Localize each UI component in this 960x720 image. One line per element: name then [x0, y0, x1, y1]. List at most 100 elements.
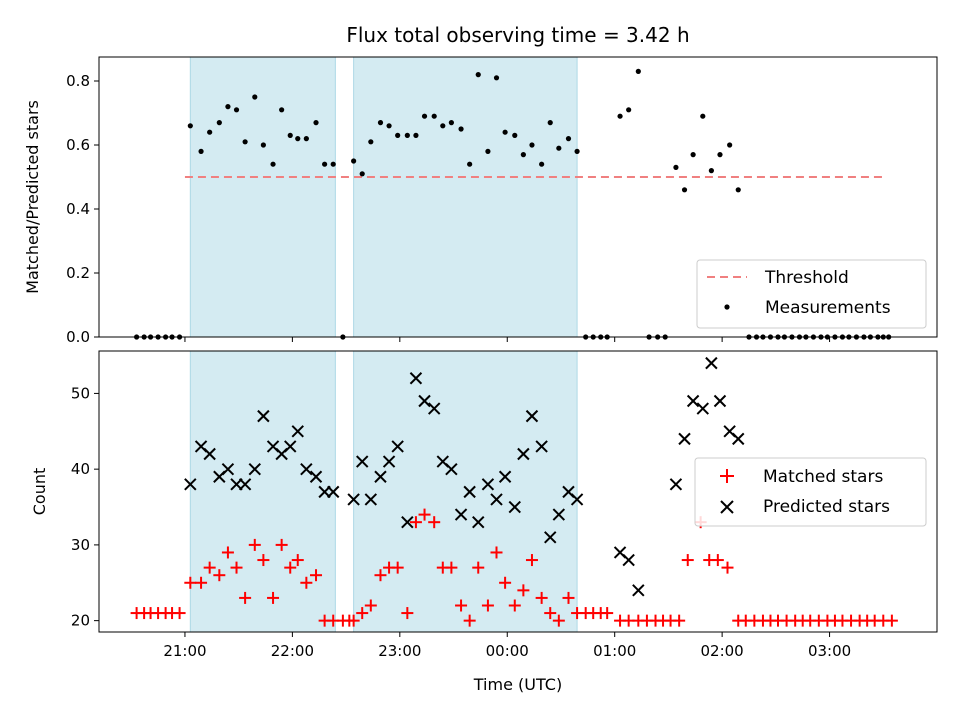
measurement-point	[617, 113, 623, 119]
top-y-tick-label: 0.6	[66, 136, 90, 154]
bottom-y-axis-label: Count	[30, 468, 49, 516]
measurement-point	[556, 145, 562, 151]
predicted-star-point	[445, 462, 458, 476]
matched-star-point	[472, 561, 485, 574]
predicted-stars-points	[184, 356, 745, 597]
predicted-star-point	[463, 485, 476, 499]
matched-star-point	[173, 607, 186, 620]
measurement-point	[512, 132, 518, 138]
predicted-star-point	[454, 508, 468, 521]
measurement-point	[485, 148, 491, 154]
predicted-star-point	[238, 478, 252, 491]
legend-threshold-label: Threshold	[764, 268, 849, 288]
matched-star-point	[499, 576, 512, 589]
predicted-star-point	[490, 493, 503, 506]
top-y-axis-label: Matched/Predicted stars	[23, 100, 42, 294]
bottom-x-ticks: 21:00 22:00 23:00 00:00 01:00 02:00 03:00	[163, 632, 851, 660]
x-axis-label: Time (UTC)	[473, 675, 562, 694]
predicted-star-point	[291, 425, 304, 438]
predicted-star-point	[535, 440, 548, 453]
predicted-star-point	[300, 462, 313, 476]
predicted-star-point	[401, 515, 414, 529]
matched-star-point	[364, 599, 377, 612]
matched-star-point	[418, 508, 431, 521]
predicted-star-point	[732, 432, 745, 446]
measurement-point	[216, 120, 222, 126]
predicted-star-point	[257, 409, 270, 423]
measurement-point	[493, 75, 500, 81]
measurement-point	[502, 129, 508, 135]
predicted-star-point	[508, 500, 521, 514]
predicted-star-point	[481, 478, 495, 491]
predicted-star-point	[622, 553, 635, 567]
matched-star-point	[275, 538, 288, 551]
predicted-star-point	[427, 402, 441, 415]
matched-star-point	[508, 599, 521, 612]
bottom-y-tick-label: 50	[71, 384, 90, 402]
measurement-point	[735, 187, 741, 193]
predicted-star-point	[409, 372, 423, 385]
matched-star-point	[267, 591, 280, 604]
measurement-point	[242, 139, 248, 145]
predicted-star-point	[356, 455, 369, 468]
predicted-star-point	[221, 462, 235, 476]
measurement-point	[574, 148, 580, 154]
matched-star-point	[409, 516, 422, 529]
measurement-point	[313, 120, 319, 126]
matched-star-point	[184, 576, 197, 589]
measurement-point	[330, 161, 336, 167]
matched-star-point	[552, 614, 565, 627]
bottom-legend: Matched stars Predicted stars	[694, 457, 927, 527]
predicted-star-point	[364, 493, 378, 506]
matched-star-point	[885, 614, 898, 627]
measurement-point	[377, 120, 384, 126]
predicted-star-point	[544, 531, 557, 544]
predicted-star-point	[696, 402, 709, 415]
measurement-point	[673, 164, 679, 170]
matched-star-point	[374, 569, 387, 582]
top-y-ticks: 0.0 0.2 0.4 0.6 0.8	[66, 72, 99, 346]
matched-star-point	[463, 614, 476, 627]
top-legend-box	[696, 259, 927, 329]
chart-title: Flux total observing time = 3.42 h	[346, 23, 689, 47]
predicted-star-point	[347, 493, 360, 506]
measurement-point	[547, 120, 553, 126]
measurement-point	[727, 142, 733, 148]
legend-predicted-label: Predicted stars	[763, 497, 890, 517]
measurement-point	[322, 161, 328, 167]
predicted-star-point	[705, 356, 718, 370]
matched-star-point	[681, 554, 694, 567]
matched-star-point	[711, 554, 724, 567]
measurement-point	[395, 132, 401, 138]
matched-star-point	[428, 516, 441, 529]
measurement-point	[359, 171, 365, 177]
predicted-star-point	[309, 470, 323, 483]
matched-star-point	[673, 614, 686, 627]
measurement-point	[386, 123, 392, 129]
top-y-tick-label: 0.0	[66, 328, 90, 346]
predicted-star-point	[284, 440, 297, 453]
measurement-point	[287, 132, 293, 138]
measurement-point	[467, 161, 473, 167]
x-tick-label: 21:00	[163, 642, 206, 660]
matched-star-point	[721, 561, 734, 574]
bottom-y-tick-label: 30	[71, 536, 90, 554]
measurement-point	[413, 132, 419, 138]
matched-star-point	[517, 584, 530, 597]
predicted-star-point	[327, 485, 340, 499]
matched-star-point	[490, 546, 503, 559]
matched-star-point	[601, 607, 614, 620]
predicted-star-point	[678, 432, 691, 446]
x-tick-label: 01:00	[593, 642, 636, 660]
measurement-point	[626, 107, 632, 113]
predicted-star-point	[203, 447, 216, 461]
measurement-point	[431, 113, 437, 119]
predicted-star-point	[184, 478, 197, 491]
matched-star-point	[284, 561, 297, 574]
top-panel: 0.00.20.40.60.8 Matched/Predicted stars …	[23, 56, 938, 346]
measurement-point	[681, 187, 688, 193]
bottom-shaded-interval	[189, 350, 336, 633]
matched-star-point	[195, 576, 208, 589]
measurement-point	[448, 120, 454, 126]
